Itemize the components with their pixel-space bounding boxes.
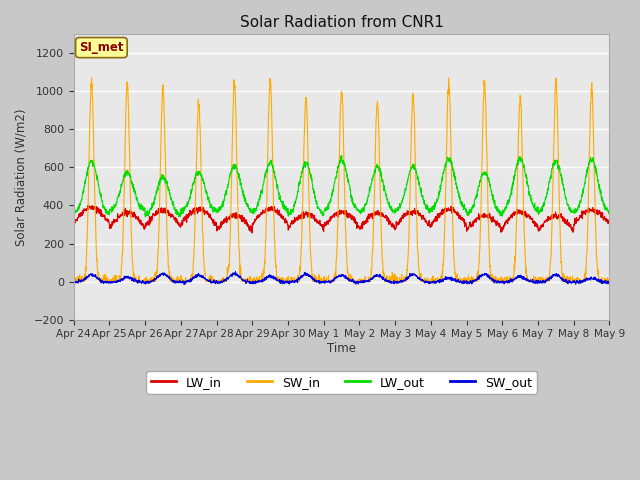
SW_in <box>369 250 376 255</box>
LW_out <box>220 200 227 206</box>
SW_in <box>445 75 452 81</box>
Line: LW_out: LW_out <box>74 156 609 217</box>
LW_in <box>369 210 377 216</box>
Line: SW_in: SW_in <box>74 78 609 282</box>
SW_in <box>497 274 505 280</box>
SW_in <box>220 279 227 285</box>
LW_out <box>559 177 566 182</box>
LW_in <box>84 203 92 208</box>
LW_out <box>70 209 77 215</box>
SW_in <box>573 277 581 283</box>
SW_out <box>498 279 506 285</box>
LW_out <box>358 209 365 215</box>
LW_in <box>248 230 256 236</box>
SW_out <box>232 269 239 275</box>
SW_out <box>180 282 188 288</box>
LW_in <box>498 225 506 231</box>
SW_out <box>70 280 77 286</box>
LW_out <box>369 173 377 179</box>
SW_out <box>573 280 581 286</box>
LW_in <box>358 226 365 231</box>
Line: LW_in: LW_in <box>74 205 609 233</box>
SW_out <box>220 278 227 284</box>
LW_in <box>559 215 566 221</box>
Y-axis label: Solar Radiation (W/m2): Solar Radiation (W/m2) <box>15 108 28 246</box>
LW_in <box>70 220 77 226</box>
SW_in <box>559 276 566 282</box>
LW_out <box>573 206 581 212</box>
SW_in <box>357 277 365 283</box>
X-axis label: Time: Time <box>327 342 356 355</box>
SW_out <box>605 279 613 285</box>
LW_in <box>220 220 227 226</box>
SW_in <box>605 277 613 283</box>
Text: SI_met: SI_met <box>79 41 124 54</box>
LW_out <box>498 212 506 218</box>
SW_out <box>559 276 566 282</box>
Legend: LW_in, SW_in, LW_out, SW_out: LW_in, SW_in, LW_out, SW_out <box>146 371 537 394</box>
Line: SW_out: SW_out <box>74 272 609 285</box>
LW_in <box>605 220 613 226</box>
Title: Solar Radiation from CNR1: Solar Radiation from CNR1 <box>239 15 444 30</box>
LW_out <box>175 214 182 220</box>
SW_in <box>70 279 77 285</box>
LW_in <box>573 217 581 223</box>
LW_out <box>338 153 346 158</box>
LW_out <box>605 207 613 213</box>
SW_out <box>369 275 377 280</box>
SW_out <box>358 280 365 286</box>
